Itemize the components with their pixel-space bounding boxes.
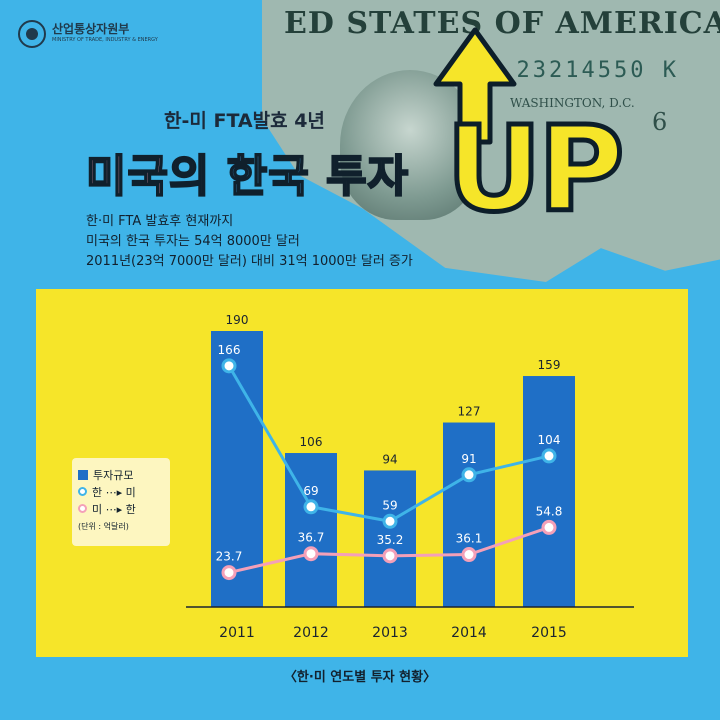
summary-line-3: 2011년(23억 7000만 달러) 대비 31억 1000만 달러 증가 bbox=[86, 254, 413, 269]
summary-line-1: 한·미 FTA 발효후 현재까지 bbox=[86, 214, 234, 229]
chart-caption: 〈한·미 연도별 투자 현황〉 bbox=[283, 670, 437, 685]
point-kr-us-2013 bbox=[382, 513, 398, 529]
point-label-kr-us-2011: 166 bbox=[218, 343, 241, 357]
point-kr-us-2012 bbox=[303, 499, 319, 515]
page-title: 미국의 한국 투자 bbox=[85, 140, 410, 204]
point-us-kr-2013 bbox=[382, 548, 398, 564]
up-arrow-icon bbox=[433, 27, 517, 145]
point-us-kr-2012 bbox=[303, 546, 319, 562]
subtitle: 한-미 FTA발효 4년 bbox=[164, 110, 325, 132]
bill-place: WASHINGTON, D.C. bbox=[510, 96, 635, 110]
legend-swatch-us-kr bbox=[78, 504, 87, 513]
legend-unit: (단위 : 억달러) bbox=[78, 522, 129, 531]
x-tick-2015: 2015 bbox=[531, 625, 567, 641]
x-tick-2013: 2013 bbox=[372, 625, 408, 641]
bar-label-2015: 159 bbox=[538, 358, 561, 372]
point-label-us-kr-2013: 35.2 bbox=[377, 533, 404, 547]
x-tick-2012: 2012 bbox=[293, 625, 329, 641]
title-part-usa: 미국 bbox=[85, 150, 169, 203]
up-badge: UP bbox=[443, 100, 626, 238]
legend-swatch-bar bbox=[78, 469, 88, 480]
point-label-kr-us-2013: 59 bbox=[382, 498, 397, 512]
bar-2014 bbox=[443, 422, 495, 607]
bar-label-2012: 106 bbox=[300, 435, 323, 449]
point-us-kr-2011 bbox=[221, 565, 237, 581]
point-kr-us-2014 bbox=[461, 467, 477, 483]
point-label-kr-us-2015: 104 bbox=[538, 433, 561, 447]
bar-2015 bbox=[523, 376, 575, 607]
point-label-us-kr-2014: 36.1 bbox=[456, 532, 483, 546]
legend-label-us-kr: 미 ⋯▸ 한 bbox=[92, 502, 136, 516]
summary-text: 한·미 FTA 발효후 현재까지 미국의 한국 투자는 54억 8000만 달러… bbox=[86, 212, 413, 272]
point-label-kr-us-2014: 91 bbox=[461, 452, 476, 466]
org-name: 산업통상자원부 bbox=[52, 22, 130, 36]
org-name-en: MINISTRY OF TRADE, INDUSTRY & ENERGY bbox=[52, 37, 158, 43]
chart-legend: 투자규모 한 ⋯▸ 미 미 ⋯▸ 한 (단위 : 억달러) bbox=[72, 458, 170, 546]
point-label-kr-us-2012: 69 bbox=[303, 484, 318, 498]
bar-2013 bbox=[364, 470, 416, 607]
title-part-investment: 투자 bbox=[309, 150, 410, 203]
point-label-us-kr-2015: 54.8 bbox=[536, 504, 563, 518]
ministry-logo-icon bbox=[18, 20, 46, 48]
legend-item-us-kr: 미 ⋯▸ 한 bbox=[78, 500, 164, 517]
x-tick-2014: 2014 bbox=[451, 625, 487, 641]
point-label-us-kr-2012: 36.7 bbox=[298, 531, 325, 545]
legend-item-kr-us: 한 ⋯▸ 미 bbox=[78, 483, 164, 500]
title-part-korea: 한국 bbox=[226, 150, 310, 203]
summary-line-2: 미국의 한국 투자는 54억 8000만 달러 bbox=[86, 234, 300, 249]
bar-label-2014: 127 bbox=[458, 405, 481, 419]
point-label-us-kr-2011: 23.7 bbox=[216, 550, 243, 564]
title-part-of: 의 bbox=[168, 150, 227, 203]
legend-label-kr-us: 한 ⋯▸ 미 bbox=[92, 485, 136, 499]
bill-denomination: 6 bbox=[652, 108, 668, 136]
bill-heading: ED STATES OF AMERICA bbox=[284, 6, 720, 41]
point-us-kr-2014 bbox=[461, 547, 477, 563]
point-kr-us-2011 bbox=[221, 358, 237, 374]
legend-item-bar: 투자규모 bbox=[78, 466, 164, 483]
legend-label-bar: 투자규모 bbox=[93, 468, 134, 482]
bill-portrait bbox=[340, 70, 480, 220]
bar-label-2011: 190 bbox=[226, 313, 249, 327]
bill-serial: F 23214550 K bbox=[484, 58, 679, 83]
legend-swatch-kr-us bbox=[78, 487, 87, 496]
point-kr-us-2015 bbox=[541, 448, 557, 464]
bar-label-2013: 94 bbox=[382, 452, 397, 466]
point-us-kr-2015 bbox=[541, 519, 557, 535]
x-tick-2011: 2011 bbox=[219, 625, 255, 641]
